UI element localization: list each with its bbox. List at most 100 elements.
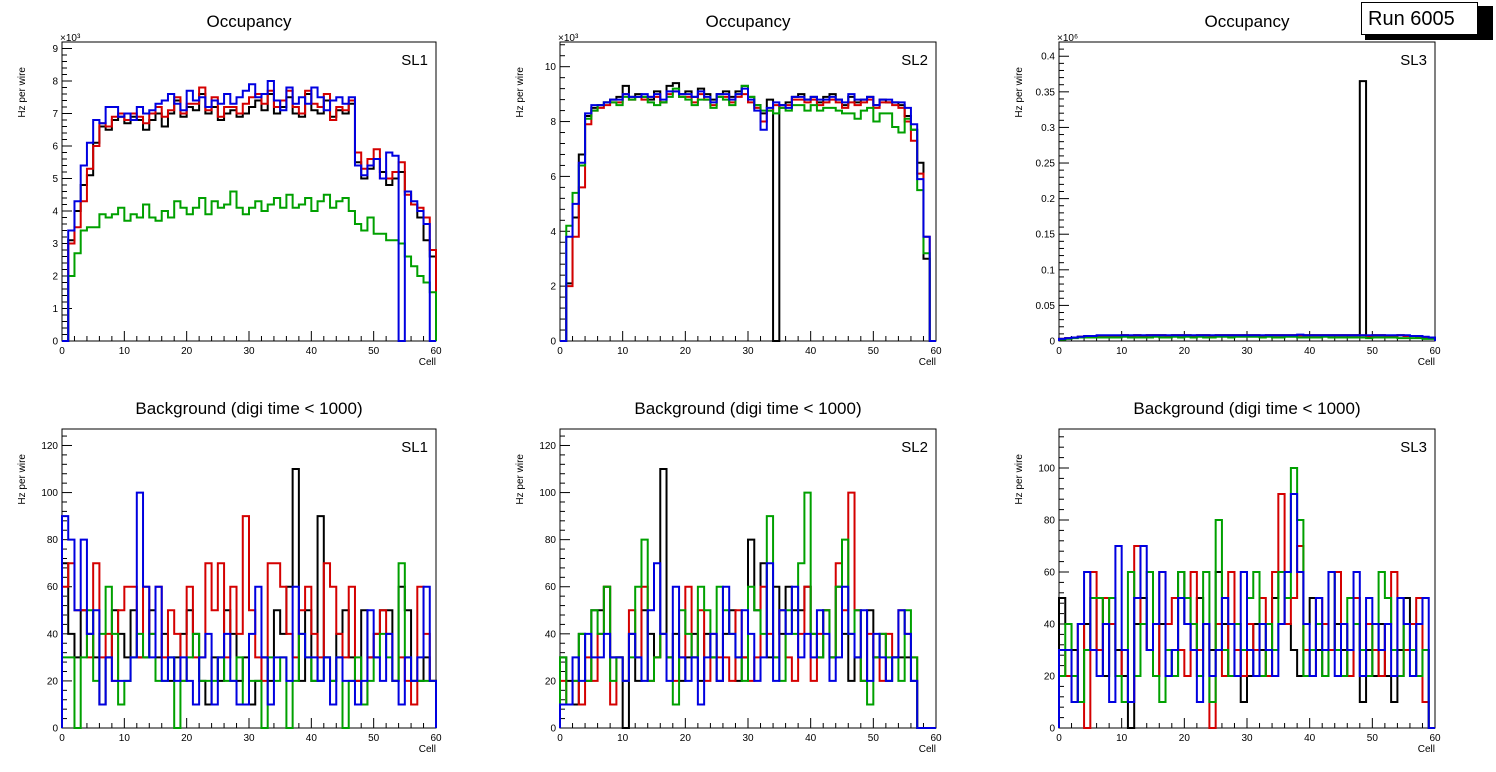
y-tick-label: 20 [545, 676, 557, 687]
y-tick-label: 5 [52, 174, 58, 185]
y-tick-label: 40 [47, 629, 59, 640]
y-tick-label: 120 [539, 441, 556, 452]
x-tick-label: 50 [368, 346, 380, 357]
x-tick-label: 30 [742, 733, 754, 744]
x-tick-label: 40 [306, 733, 318, 744]
x-tick-label: 0 [59, 733, 65, 744]
chart-title: Background (digi time < 1000) [634, 399, 861, 418]
x-tick-label: 40 [1304, 733, 1316, 744]
y-tick-label: 0 [1049, 337, 1055, 348]
y-tick-label: 20 [1044, 672, 1056, 683]
run-label: Run 6005 [1361, 2, 1478, 35]
chart-title: Occupancy [206, 12, 292, 31]
x-tick-label: 40 [306, 346, 318, 357]
y-tick-label: 10 [545, 62, 557, 73]
x-tick-label: 20 [680, 346, 692, 357]
y-tick-label: 0.3 [1041, 123, 1055, 134]
y-tick-label: 7 [52, 109, 58, 120]
x-tick-label: 40 [1304, 346, 1316, 357]
x-axis-label: Cell [1418, 357, 1435, 368]
x-tick-label: 20 [680, 733, 692, 744]
x-tick-label: 30 [742, 346, 754, 357]
y-tick-label: 80 [545, 535, 557, 546]
histogram-series-blue [61, 491, 437, 728]
chart-panel-4: Background (digi time < 1000) 0 20 40 60 80 10… [17, 399, 442, 755]
plot-frame [1058, 41, 1436, 342]
y-axis-label: Hz per wire [17, 454, 28, 505]
x-tick-label: 60 [930, 346, 942, 357]
y-tick-label: 0 [52, 724, 58, 735]
y-tick-label: 0.05 [1036, 301, 1056, 312]
y-tick-label: 0 [550, 337, 556, 348]
y-tick-label: 3 [52, 239, 58, 250]
x-axis-label: Cell [919, 357, 936, 368]
histogram-series-red [61, 515, 437, 728]
x-tick-label: 20 [181, 346, 193, 357]
y-tick-label: 80 [47, 535, 59, 546]
y-tick-label: 100 [539, 488, 556, 499]
panel-label: SL2 [901, 52, 928, 69]
y-tick-label: 100 [1038, 464, 1055, 475]
y-tick-label: 1 [52, 304, 58, 315]
x-tick-label: 30 [243, 733, 255, 744]
panel-label: SL3 [1400, 52, 1427, 69]
histogram-series-black [1058, 80, 1436, 341]
y-axis-label: Hz per wire [1014, 67, 1025, 118]
histogram-series-green [62, 190, 437, 342]
x-axis-label: Cell [419, 357, 436, 368]
y-tick-label: 60 [47, 582, 59, 593]
y-tick-label: 20 [47, 676, 59, 687]
histogram-series-red [560, 90, 936, 342]
y-axis-label: Hz per wire [515, 67, 526, 118]
x-tick-label: 50 [868, 733, 880, 744]
chart-panel-6: Background (digi time < 1000) 0 20 40 60 80 10… [1014, 399, 1441, 755]
x-tick-label: 10 [119, 733, 131, 744]
chart-panel-5: Background (digi time < 1000) 0 20 40 60 80 10… [515, 399, 942, 755]
x-tick-label: 0 [557, 733, 563, 744]
x-tick-label: 30 [243, 346, 255, 357]
y-tick-label: 4 [550, 227, 556, 238]
x-tick-label: 10 [119, 346, 131, 357]
y-tick-label: 8 [550, 117, 556, 128]
y-tick-label: 40 [545, 629, 557, 640]
y-axis-label: Hz per wire [17, 67, 28, 118]
y-tick-label: 2 [52, 272, 58, 283]
x-tick-label: 50 [368, 733, 380, 744]
x-tick-label: 30 [1241, 733, 1253, 744]
y-tick-label: 4 [52, 207, 58, 218]
histogram-series-green [1058, 335, 1436, 341]
x-tick-label: 10 [1116, 733, 1128, 744]
x-axis-label: Cell [919, 744, 936, 755]
x-tick-label: 20 [181, 733, 193, 744]
exponent-label: ×10³ [558, 33, 579, 44]
y-tick-label: 0.25 [1036, 159, 1056, 170]
x-tick-label: 60 [1429, 346, 1441, 357]
y-tick-label: 8 [52, 77, 58, 88]
y-tick-label: 80 [1044, 516, 1056, 527]
run-label-shadow-bottom [1365, 35, 1493, 40]
chart-title: Occupancy [705, 12, 791, 31]
x-tick-label: 0 [557, 346, 563, 357]
y-tick-label: 0.15 [1036, 230, 1056, 241]
x-tick-label: 60 [430, 346, 442, 357]
x-tick-label: 50 [868, 346, 880, 357]
y-tick-label: 120 [41, 441, 58, 452]
x-tick-label: 60 [1429, 733, 1441, 744]
y-tick-label: 9 [52, 44, 58, 55]
panel-label: SL1 [401, 439, 428, 456]
y-tick-label: 60 [545, 582, 557, 593]
histogram-series-black [62, 93, 437, 342]
run-label-shadow [1478, 6, 1493, 40]
y-tick-label: 0 [52, 337, 58, 348]
x-axis-label: Cell [1418, 744, 1435, 755]
histogram-series-blue [1058, 493, 1435, 729]
histogram-series-blue [62, 80, 436, 342]
histogram-series-blue [560, 87, 936, 342]
chart-title: Background (digi time < 1000) [1133, 399, 1360, 418]
chart-panel-3: Occupancy 0 0.05 0.1 0.15 0.2 0.25 0.3 0.35 0.4 0 1… [1014, 12, 1441, 368]
y-tick-label: 60 [1044, 568, 1056, 579]
chart-title: Background (digi time < 1000) [135, 399, 362, 418]
